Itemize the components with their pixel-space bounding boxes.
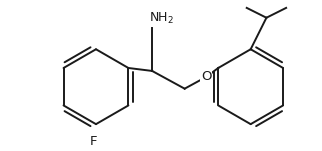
Text: F: F [90,135,98,148]
Text: NH$_2$: NH$_2$ [149,11,175,26]
Text: O: O [201,70,212,83]
